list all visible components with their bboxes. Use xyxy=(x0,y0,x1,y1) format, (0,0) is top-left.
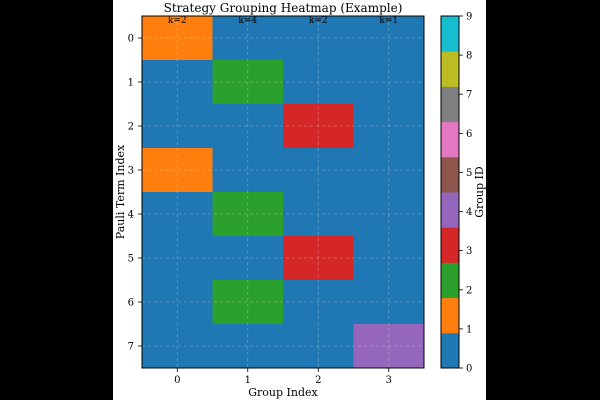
colorbar-segment xyxy=(441,262,459,299)
y-axis-label: Pauli Term Index xyxy=(114,144,127,239)
colorbar-tick-label: 0 xyxy=(466,364,472,375)
colorbar-segment xyxy=(441,121,459,158)
colorbar-tick-label: 4 xyxy=(466,207,472,218)
heatmap-cell xyxy=(212,60,284,105)
heatmap-cell xyxy=(353,236,425,281)
heatmap-cell xyxy=(283,280,354,325)
colorbar-segment xyxy=(441,192,459,228)
heatmap-cell xyxy=(353,280,425,325)
heatmap-cell xyxy=(142,104,213,149)
column-annotation: k=2 xyxy=(168,16,187,26)
heatmap-cell xyxy=(353,192,425,237)
y-tick-label: 7 xyxy=(128,342,134,353)
colorbar-label: Group ID xyxy=(473,166,486,218)
heatmap-cell xyxy=(212,148,284,193)
colorbar-tick-label: 7 xyxy=(466,90,472,101)
column-annotation: k=1 xyxy=(379,16,398,26)
heatmap-cell xyxy=(212,236,284,281)
heatmap-cell xyxy=(212,192,284,237)
heatmap-cell xyxy=(142,280,213,325)
y-tick-label: 3 xyxy=(128,166,134,177)
colorbar-segment xyxy=(441,86,459,123)
colorbar-tick-label: 8 xyxy=(466,51,472,62)
colorbar-segment xyxy=(441,16,459,52)
heatmap-area: k=2 k=4 k=2 k=1 0 1 2 3 0 1 2 3 4 5 6 7 xyxy=(128,15,425,386)
colorbar-segment xyxy=(441,227,459,263)
heatmap-cell xyxy=(142,192,213,237)
column-annotation: k=2 xyxy=(309,16,328,26)
colorbar-segment xyxy=(441,332,459,369)
heatmap-cell xyxy=(353,16,425,61)
colorbar-tick-label: 9 xyxy=(466,12,472,23)
heatmap-cell xyxy=(212,280,284,325)
heatmap-cell xyxy=(353,104,425,149)
x-axis-label: Group Index xyxy=(248,386,318,399)
heatmap-cell xyxy=(212,104,284,149)
colorbar-tick-label: 5 xyxy=(466,168,472,179)
x-tick-label: 3 xyxy=(386,375,392,386)
heatmap-cell xyxy=(142,324,213,369)
colorbar-segment xyxy=(441,156,459,193)
y-tick-label: 2 xyxy=(128,122,134,133)
x-tick-label: 1 xyxy=(245,375,251,386)
heatmap-cell xyxy=(142,236,213,281)
heatmap-cell xyxy=(283,104,354,149)
colorbar-tick-label: 3 xyxy=(466,246,472,257)
heatmap-cell xyxy=(283,192,354,237)
heatmap-cell xyxy=(212,16,284,61)
heatmap-cell xyxy=(283,60,354,105)
heatmap-cell xyxy=(353,60,425,105)
y-tick-label: 4 xyxy=(128,210,134,221)
colorbar-segment xyxy=(441,297,459,334)
colorbar-segment xyxy=(441,51,459,87)
heatmap-frame xyxy=(141,15,425,369)
heatmap-cell xyxy=(212,324,284,369)
heatmap-cell xyxy=(142,60,213,105)
heatmap-cell xyxy=(142,148,213,193)
heatmap-cell xyxy=(283,324,354,369)
heatmap-cell xyxy=(142,16,213,61)
heatmap-cell xyxy=(283,148,354,193)
y-tick-label: 5 xyxy=(128,254,134,265)
colorbar-tick-label: 1 xyxy=(466,324,472,335)
heatmap-cell xyxy=(283,16,354,61)
y-tick-label: 6 xyxy=(128,298,134,309)
heatmap-cell xyxy=(353,324,425,369)
y-tick-label: 0 xyxy=(128,34,134,45)
x-tick-label: 0 xyxy=(174,375,180,386)
column-annotation: k=4 xyxy=(238,16,257,26)
colorbar: 0 1 2 3 4 5 6 7 8 9 xyxy=(440,12,472,375)
colorbar-tick-label: 2 xyxy=(466,285,472,296)
colorbar-frame xyxy=(440,15,460,369)
x-tick-label: 2 xyxy=(315,375,321,386)
y-tick-label: 1 xyxy=(128,78,134,89)
chart-title: Strategy Grouping Heatmap (Example) xyxy=(164,1,403,15)
heatmap-cell xyxy=(353,148,425,193)
heatmap-cell xyxy=(283,236,354,281)
colorbar-tick-label: 6 xyxy=(466,129,472,140)
